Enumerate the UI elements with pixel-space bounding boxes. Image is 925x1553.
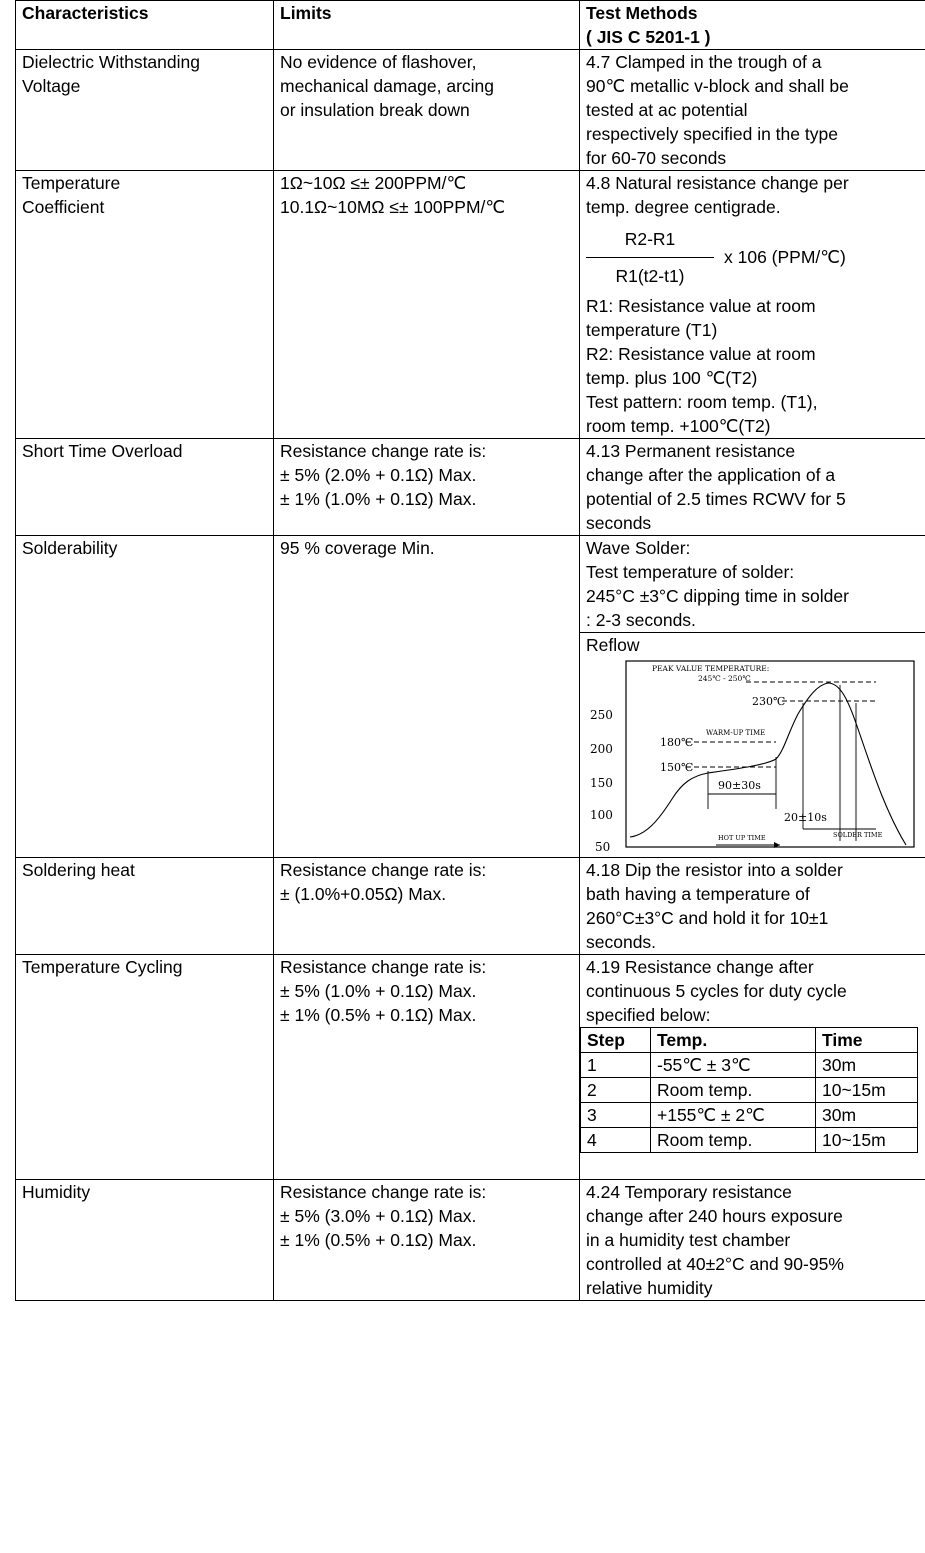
label-warmup: WARM-UP TIME bbox=[706, 729, 765, 737]
y-tick-250: 250 bbox=[590, 708, 613, 722]
temp-cell: -55℃ ± 3℃ bbox=[650, 1052, 816, 1078]
formula-multiplier: x 106 (PPM/℃) bbox=[724, 246, 846, 267]
formula-denominator: R1(t2-t1) bbox=[586, 257, 714, 288]
reflow-block: Reflow 250 200 150 100 50 PEAK V bbox=[580, 632, 925, 854]
header-limits: Limits bbox=[273, 0, 580, 50]
solderability-name: Solderability bbox=[15, 535, 274, 858]
characteristics-table: Characteristics Limits Test Methods ( JI… bbox=[15, 0, 925, 1301]
overload-limits: Resistance change rate is: ± 5% (2.0% + … bbox=[273, 438, 580, 536]
solderability-limits: 95 % coverage Min. bbox=[273, 535, 580, 858]
overload-method: 4.13 Permanent resistance change after t… bbox=[579, 438, 925, 536]
time-cell: 30m bbox=[815, 1052, 918, 1078]
label-180: 180℃ bbox=[660, 736, 693, 749]
label-20s: 20±10s bbox=[784, 811, 827, 824]
time-cell: 30m bbox=[815, 1102, 918, 1128]
duty-cycle-table: Step Temp. Time 1 -55℃ ± 3℃ 30m 2 Room t… bbox=[580, 1027, 918, 1153]
label-90s: 90±30s bbox=[718, 779, 761, 792]
reflow-profile-chart: 250 200 150 100 50 PEAK VALUE TEMPERATUR… bbox=[586, 659, 916, 854]
header-characteristics: Characteristics bbox=[15, 0, 274, 50]
cycling-limits: Resistance change rate is: ± 5% (1.0% + … bbox=[273, 954, 580, 1180]
row-dielectric: Dielectric Withstanding Voltage No evide… bbox=[15, 49, 925, 171]
table-row: 4 Room temp. 10~15m bbox=[580, 1127, 918, 1153]
dielectric-method: 4.7 Clamped in the trough of a 90℃ metal… bbox=[579, 49, 925, 171]
tcr-formula: R2-R1 R1(t2-t1) x 106 (PPM/℃) bbox=[586, 227, 925, 288]
header-test-methods: Test Methods ( JIS C 5201-1 ) bbox=[579, 0, 925, 50]
step-cell: 3 bbox=[580, 1102, 651, 1128]
row-temperature-coefficient: Temperature Coefficient 1Ω~10Ω ≤± 200PPM… bbox=[15, 170, 925, 439]
cycling-name: Temperature Cycling bbox=[15, 954, 274, 1180]
tempcoef-method: 4.8 Natural resistance change per temp. … bbox=[579, 170, 925, 439]
temp-cell: Room temp. bbox=[650, 1077, 816, 1103]
step-cell: 4 bbox=[580, 1127, 651, 1153]
solderheat-name: Soldering heat bbox=[15, 857, 274, 955]
temp-cell: +155℃ ± 2℃ bbox=[650, 1102, 816, 1128]
step-cell: 1 bbox=[580, 1052, 651, 1078]
header-row: Characteristics Limits Test Methods ( JI… bbox=[15, 0, 925, 50]
temp-header: Temp. bbox=[650, 1027, 816, 1053]
cycling-method: 4.19 Resistance change after continuous … bbox=[579, 954, 925, 1180]
time-cell: 10~15m bbox=[815, 1077, 918, 1103]
reflow-label: Reflow bbox=[586, 635, 640, 655]
row-soldering-heat: Soldering heat Resistance change rate is… bbox=[15, 857, 925, 955]
temp-cell: Room temp. bbox=[650, 1127, 816, 1153]
y-tick-150: 150 bbox=[590, 776, 613, 790]
overload-name: Short Time Overload bbox=[15, 438, 274, 536]
wave-solder-block: Wave Solder: Test temperature of solder:… bbox=[586, 538, 849, 630]
table-row: 1 -55℃ ± 3℃ 30m bbox=[580, 1052, 918, 1078]
reflow-curve bbox=[629, 682, 907, 846]
humidity-name: Humidity bbox=[15, 1179, 274, 1301]
label-hot-up: HOT UP TIME bbox=[718, 834, 766, 842]
label-150: 150℃ bbox=[660, 761, 693, 774]
chart-frame bbox=[625, 660, 915, 848]
row-solderability: Solderability 95 % coverage Min. Wave So… bbox=[15, 535, 925, 858]
peak-range: 245℃ - 250℃ bbox=[698, 674, 751, 683]
row-short-time-overload: Short Time Overload Resistance change ra… bbox=[15, 438, 925, 536]
y-tick-200: 200 bbox=[590, 742, 613, 756]
row-temperature-cycling: Temperature Cycling Resistance change ra… bbox=[15, 954, 925, 1180]
spec-page: Characteristics Limits Test Methods ( JI… bbox=[15, 0, 925, 1553]
step-cell: 2 bbox=[580, 1077, 651, 1103]
table-row: 3 +155℃ ± 2℃ 30m bbox=[580, 1102, 918, 1128]
tempcoef-limits: 1Ω~10Ω ≤± 200PPM/℃ 10.1Ω~10MΩ ≤± 100PPM/… bbox=[273, 170, 580, 439]
table-row: 2 Room temp. 10~15m bbox=[580, 1077, 918, 1103]
time-header: Time bbox=[815, 1027, 918, 1053]
humidity-limits: Resistance change rate is: ± 5% (3.0% + … bbox=[273, 1179, 580, 1301]
y-tick-50: 50 bbox=[595, 840, 610, 851]
row-humidity: Humidity Resistance change rate is: ± 5%… bbox=[15, 1179, 925, 1301]
dielectric-limits: No evidence of flashover, mechanical dam… bbox=[273, 49, 580, 171]
formula-numerator: R2-R1 bbox=[624, 229, 676, 249]
y-tick-100: 100 bbox=[590, 808, 613, 822]
tempcoef-name: Temperature Coefficient bbox=[15, 170, 274, 439]
peak-title: PEAK VALUE TEMPERATURE: bbox=[652, 664, 769, 673]
dielectric-name: Dielectric Withstanding Voltage bbox=[15, 49, 274, 171]
reflow-profile-svg: 250 200 150 100 50 PEAK VALUE TEMPERATUR… bbox=[590, 660, 915, 854]
solderheat-limits: Resistance change rate is: ± (1.0%+0.05Ω… bbox=[273, 857, 580, 955]
step-header: Step bbox=[580, 1027, 651, 1053]
label-solder-time: SOLDER TIME bbox=[833, 831, 883, 839]
label-230: 230℃ bbox=[752, 695, 785, 708]
solderheat-method: 4.18 Dip the resistor into a solder bath… bbox=[579, 857, 925, 955]
time-cell: 10~15m bbox=[815, 1127, 918, 1153]
humidity-method: 4.24 Temporary resistance change after 2… bbox=[579, 1179, 925, 1301]
step-header-row: Step Temp. Time bbox=[580, 1027, 918, 1053]
solderability-method: Wave Solder: Test temperature of solder:… bbox=[579, 535, 925, 858]
